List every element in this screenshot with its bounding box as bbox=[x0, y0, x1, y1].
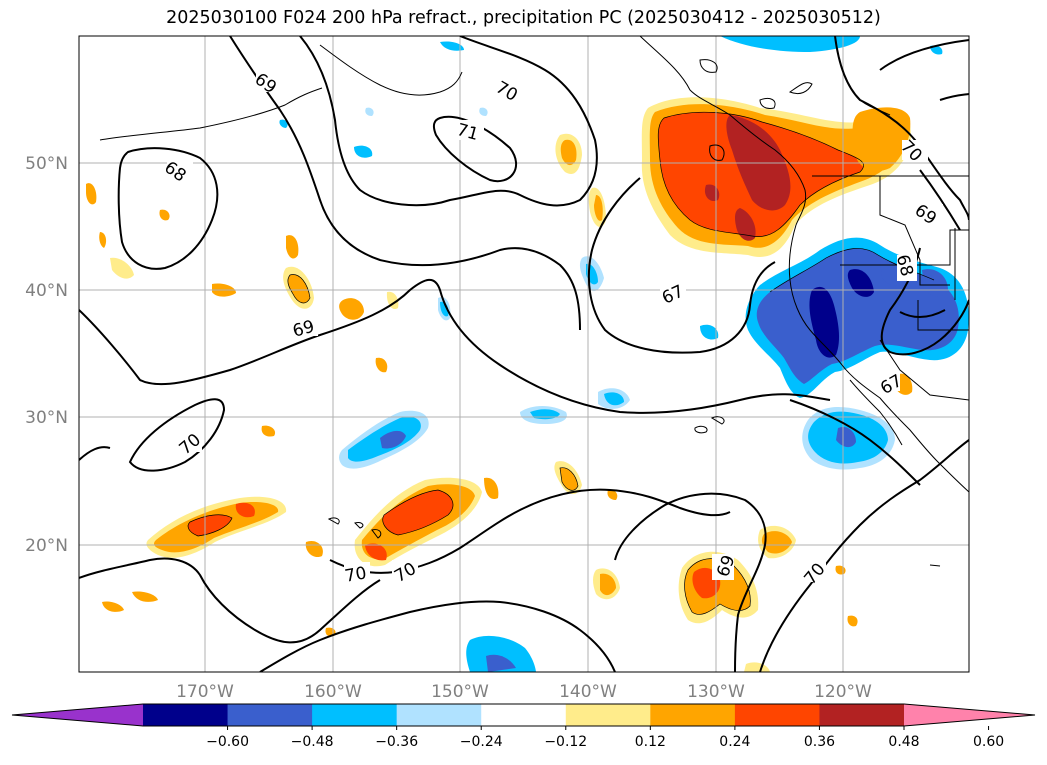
colorbar-bin bbox=[565, 704, 651, 726]
lon-label: 170°W bbox=[176, 682, 234, 702]
lon-label: 120°W bbox=[814, 682, 872, 702]
lon-label: 130°W bbox=[687, 682, 745, 702]
lat-label: 20°N bbox=[25, 536, 68, 556]
colorbar-bin bbox=[396, 704, 482, 726]
colorbar-tick-label: −0.48 bbox=[291, 734, 334, 750]
colorbar-bin bbox=[819, 704, 905, 726]
colorbar-bin bbox=[227, 704, 313, 726]
colorbar-bin bbox=[650, 704, 736, 726]
lat-label: 40°N bbox=[25, 281, 68, 301]
colorbar-extension-high bbox=[904, 704, 1035, 726]
longitude-labels: 170°W 160°W 150°W 140°W 130°W 120°W bbox=[176, 682, 872, 702]
precip-positive-shading bbox=[86, 97, 913, 672]
refractivity-contours bbox=[79, 36, 969, 672]
colorbar-tick-label: 0.36 bbox=[804, 734, 835, 750]
colorbar-tick-label: −0.60 bbox=[206, 734, 249, 750]
chart-title: 2025030100 F024 200 hPa refract., precip… bbox=[166, 8, 881, 28]
contour-label: 70 bbox=[343, 563, 368, 586]
lat-label: 50°N bbox=[25, 154, 68, 174]
lon-label: 160°W bbox=[304, 682, 362, 702]
colorbar-tick-label: 0.12 bbox=[635, 734, 666, 750]
lon-label: 140°W bbox=[559, 682, 617, 702]
colorbar: −0.60 −0.48 −0.36 −0.24 −0.12 0.12 0.24 0.36 0.4… bbox=[11, 703, 1036, 750]
colorbar-extension-low bbox=[12, 704, 143, 726]
map-area: 69 70 71 68 69 67 70 69 68 70 70 70 69 bbox=[79, 36, 969, 672]
lat-label: 30°N bbox=[25, 408, 68, 428]
map-frame bbox=[78, 35, 970, 673]
colorbar-tick-label: −0.12 bbox=[544, 734, 587, 750]
colorbar-bin bbox=[734, 704, 820, 726]
lon-label: 150°W bbox=[431, 682, 489, 702]
colorbar-outline bbox=[11, 703, 1036, 727]
contour-label: 71 bbox=[455, 120, 481, 145]
latitude-labels: 50°N 40°N 30°N 20°N bbox=[25, 154, 68, 556]
colorbar-tick-label: 0.60 bbox=[973, 734, 1004, 750]
colorbar-tick-label: 0.48 bbox=[888, 734, 919, 750]
colorbar-bin bbox=[481, 704, 567, 726]
colorbar-bin bbox=[312, 704, 398, 726]
colorbar-tick-label: −0.36 bbox=[375, 734, 418, 750]
colorbar-tick-label: 0.24 bbox=[719, 734, 750, 750]
colorbar-bin bbox=[143, 704, 229, 726]
colorbar-tick-label: −0.24 bbox=[460, 734, 503, 750]
coastlines bbox=[99, 36, 969, 567]
